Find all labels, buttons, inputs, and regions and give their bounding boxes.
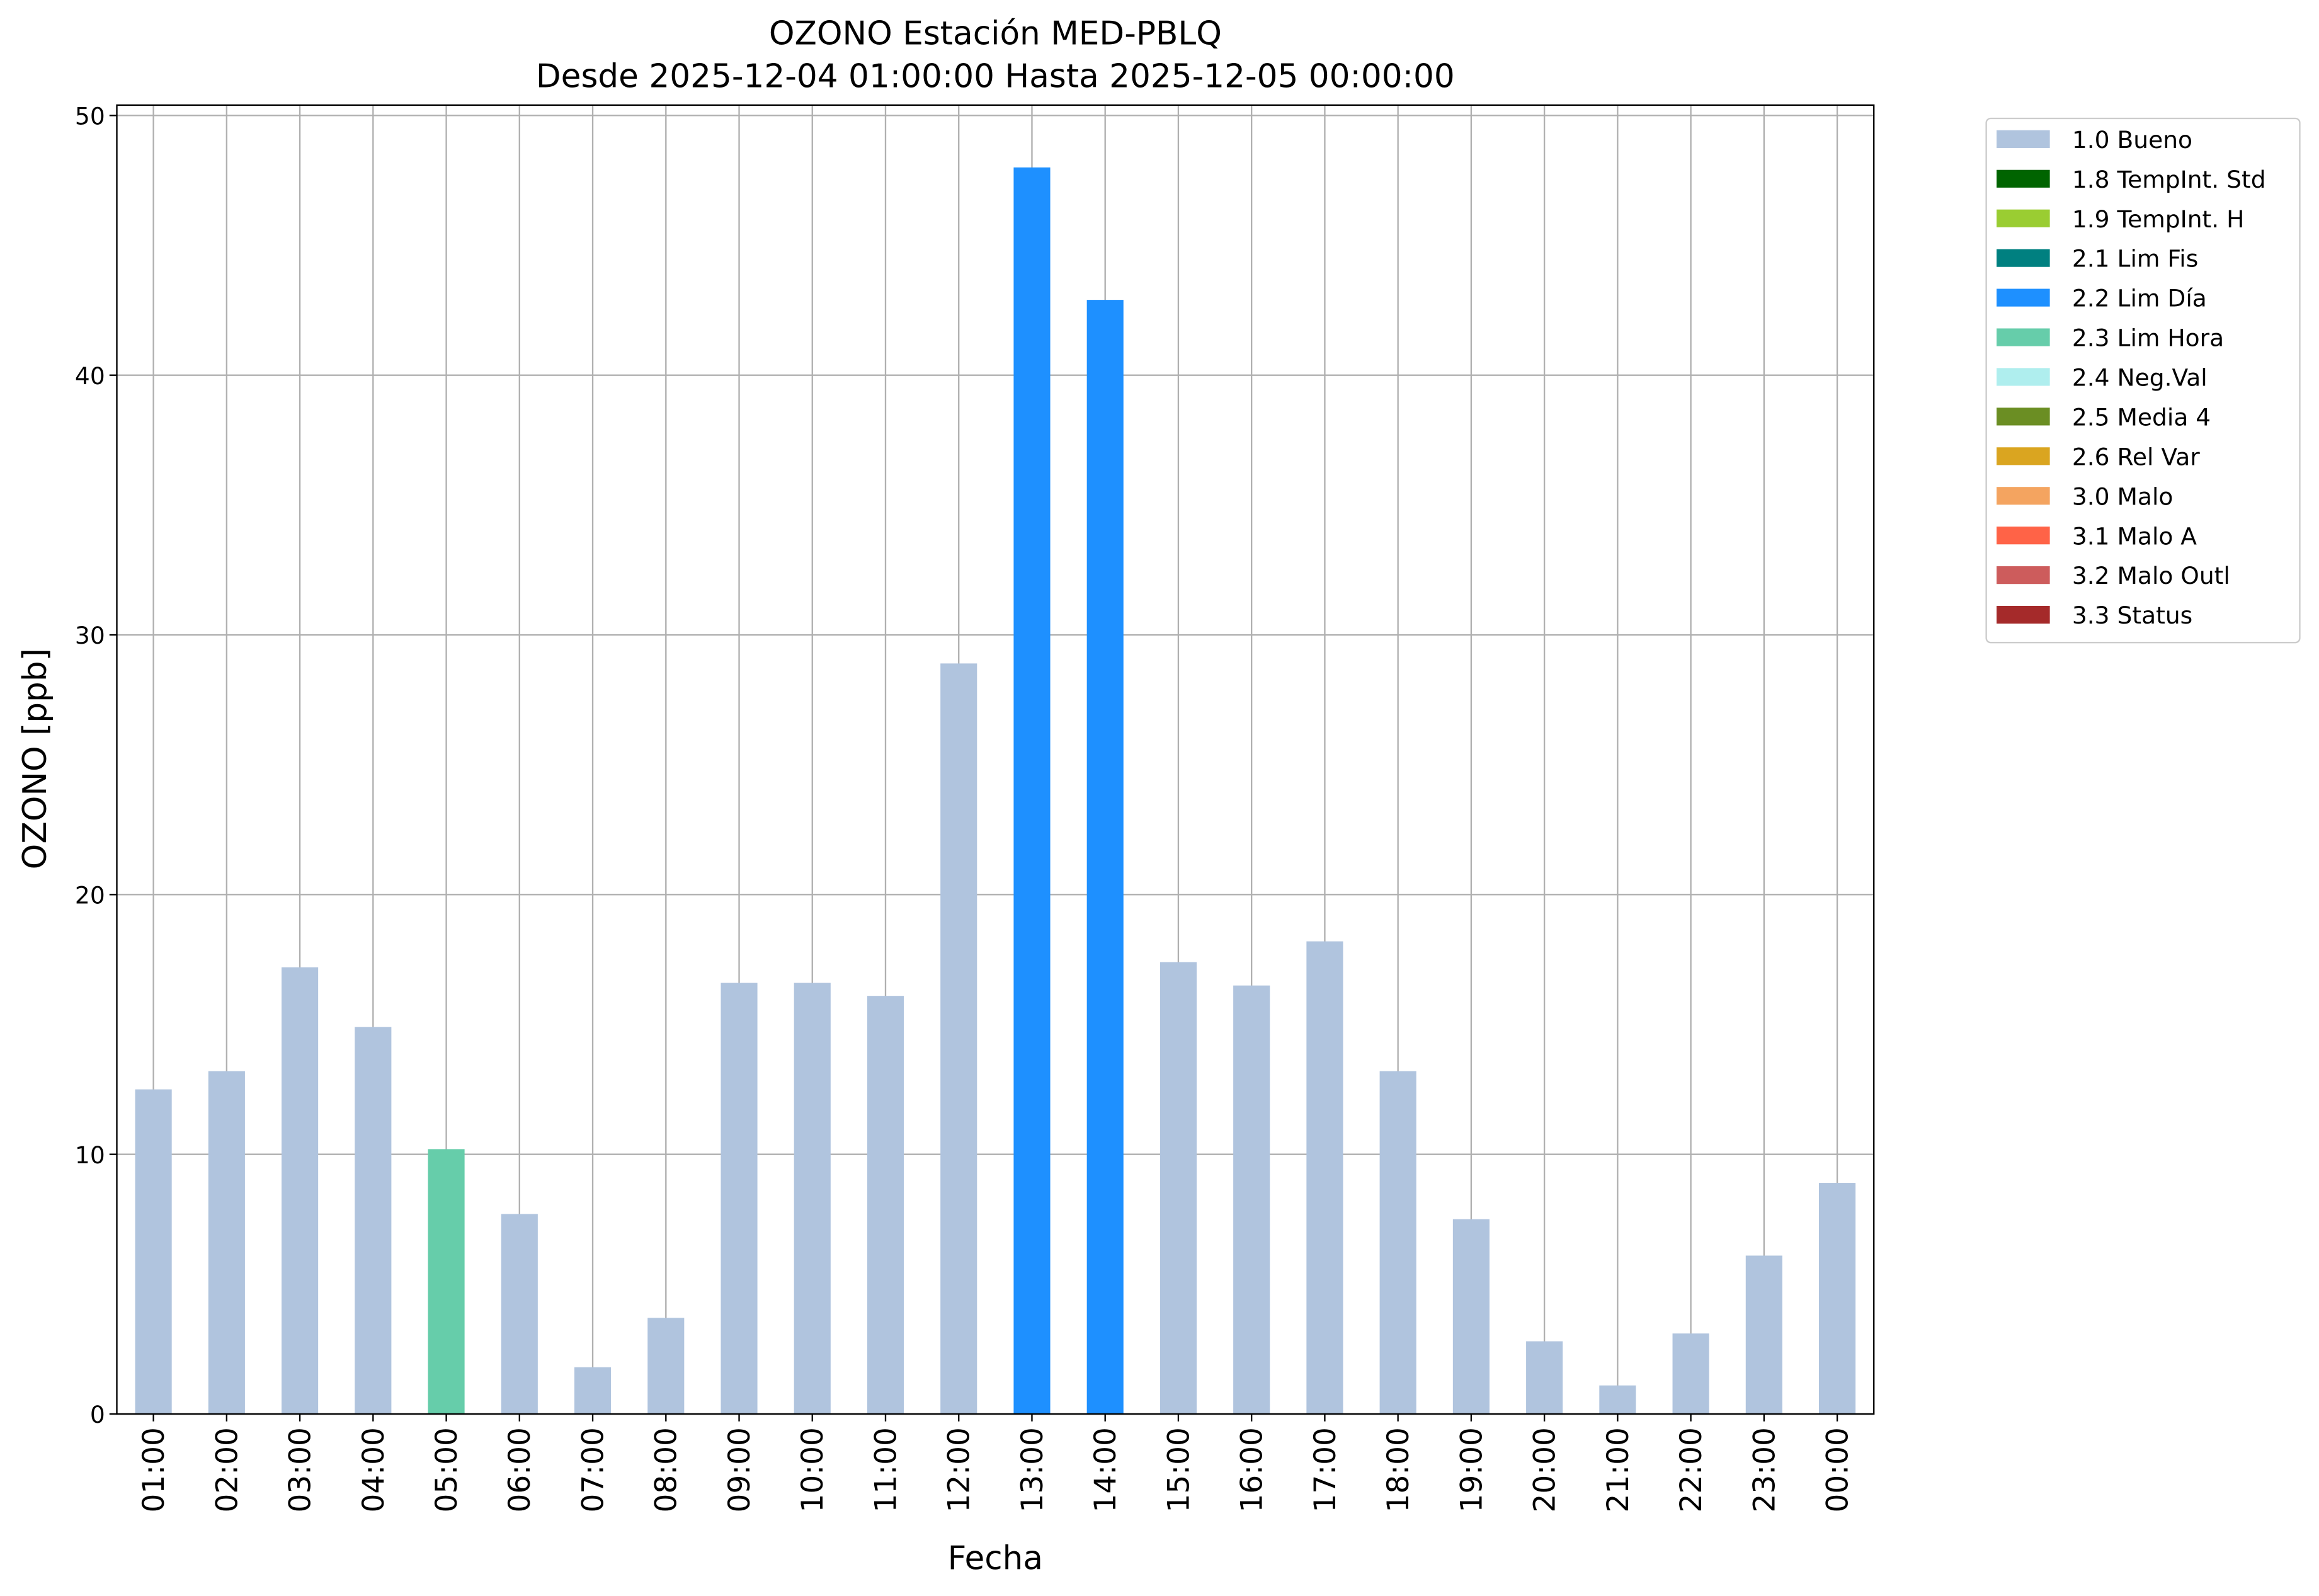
- legend-swatch: [1997, 605, 2050, 624]
- legend-swatch: [1997, 527, 2050, 545]
- x-tick-label: 23:00: [1747, 1427, 1782, 1512]
- legend-swatch: [1997, 288, 2050, 307]
- bar: [1526, 1341, 1563, 1415]
- x-tick-label: 01:00: [137, 1427, 171, 1512]
- x-tick-label: 17:00: [1308, 1427, 1343, 1512]
- legend-label: 1.9 TempInt. H: [2072, 205, 2245, 233]
- y-tick-label: 40: [75, 362, 105, 390]
- chart-subtitle: Desde 2025-12-04 01:00:00 Hasta 2025-12-…: [536, 58, 1455, 96]
- y-tick-label: 30: [75, 622, 105, 649]
- x-tick-label: 15:00: [1161, 1427, 1196, 1512]
- legend-swatch: [1997, 368, 2050, 386]
- legend-label: 1.8 TempInt. Std: [2072, 166, 2266, 193]
- bar: [355, 1027, 392, 1415]
- bar: [1233, 985, 1270, 1415]
- bar: [794, 983, 831, 1415]
- legend-label: 2.4 Neg.Val: [2072, 364, 2208, 392]
- y-axis-label: OZONO [ppb]: [16, 648, 54, 869]
- legend-label: 3.1 Malo A: [2072, 522, 2197, 550]
- bar: [1452, 1219, 1490, 1415]
- x-tick-label: 21:00: [1601, 1427, 1636, 1512]
- legend-swatch: [1997, 130, 2050, 148]
- bar: [282, 967, 319, 1415]
- legend-swatch: [1997, 328, 2050, 346]
- x-tick-label: 20:00: [1528, 1427, 1563, 1512]
- bar: [574, 1367, 612, 1415]
- bar: [1672, 1333, 1709, 1415]
- x-tick-label: 19:00: [1454, 1427, 1489, 1512]
- x-tick-label: 04:00: [356, 1427, 391, 1512]
- bar: [1306, 941, 1343, 1415]
- x-tick-label: 10:00: [795, 1427, 830, 1512]
- legend-swatch: [1997, 408, 2050, 426]
- x-tick-label: 07:00: [576, 1427, 610, 1512]
- x-tick-label: 05:00: [430, 1427, 464, 1512]
- bar: [428, 1149, 465, 1415]
- legend-label: 2.6 Rel Var: [2072, 443, 2200, 470]
- bar: [1745, 1255, 1782, 1415]
- bar: [1160, 962, 1197, 1415]
- bar: [647, 1318, 685, 1415]
- bar: [1379, 1071, 1416, 1415]
- bar: [1013, 167, 1051, 1415]
- bar: [1599, 1385, 1636, 1415]
- legend-label: 2.1 Lim Fis: [2072, 245, 2198, 273]
- x-tick-label: 16:00: [1235, 1427, 1270, 1512]
- bar: [940, 663, 977, 1415]
- x-tick-label: 11:00: [869, 1427, 903, 1512]
- legend-label: 3.0 Malo: [2072, 482, 2174, 510]
- legend-label: 3.3 Status: [2072, 601, 2192, 629]
- x-tick-label: 02:00: [210, 1427, 244, 1512]
- bar: [1819, 1183, 1856, 1415]
- bar: [1086, 300, 1124, 1415]
- x-tick-label: 14:00: [1088, 1427, 1123, 1512]
- y-tick-label: 50: [75, 102, 105, 130]
- legend-label: 1.0 Bueno: [2072, 126, 2192, 154]
- x-tick-label: 13:00: [1015, 1427, 1050, 1512]
- legend-label: 3.2 Malo Outl: [2072, 562, 2230, 590]
- bar: [501, 1214, 538, 1415]
- legend-label: 2.5 Media 4: [2072, 403, 2211, 431]
- bar: [208, 1071, 245, 1415]
- legend-box: [1985, 117, 2301, 644]
- x-tick-label: 06:00: [503, 1427, 537, 1512]
- x-tick-label: 09:00: [722, 1427, 757, 1512]
- legend-swatch: [1997, 249, 2050, 267]
- x-tick-label: 00:00: [1821, 1427, 1855, 1512]
- chart-title: OZONO Estación MED-PBLQ: [769, 15, 1222, 53]
- legend-swatch: [1997, 487, 2050, 505]
- legend-swatch: [1997, 209, 2050, 227]
- bar: [721, 983, 758, 1415]
- plot-frame: [116, 104, 1875, 1415]
- y-tick-label: 20: [75, 881, 105, 909]
- y-tick-label: 10: [75, 1141, 105, 1169]
- x-tick-label: 08:00: [649, 1427, 684, 1512]
- legend-swatch: [1997, 169, 2050, 188]
- legend-swatch: [1997, 447, 2050, 465]
- legend-swatch: [1997, 566, 2050, 584]
- x-tick-label: 22:00: [1674, 1427, 1709, 1512]
- legend-label: 2.3 Lim Hora: [2072, 324, 2224, 352]
- bar: [867, 996, 904, 1415]
- x-tick-label: 12:00: [942, 1427, 977, 1512]
- y-tick-label: 0: [90, 1401, 105, 1428]
- bar: [135, 1089, 172, 1415]
- legend-label: 2.2 Lim Día: [2072, 285, 2207, 312]
- x-tick-label: 03:00: [283, 1427, 318, 1512]
- x-tick-label: 18:00: [1381, 1427, 1416, 1512]
- x-axis-label: Fecha: [948, 1540, 1043, 1578]
